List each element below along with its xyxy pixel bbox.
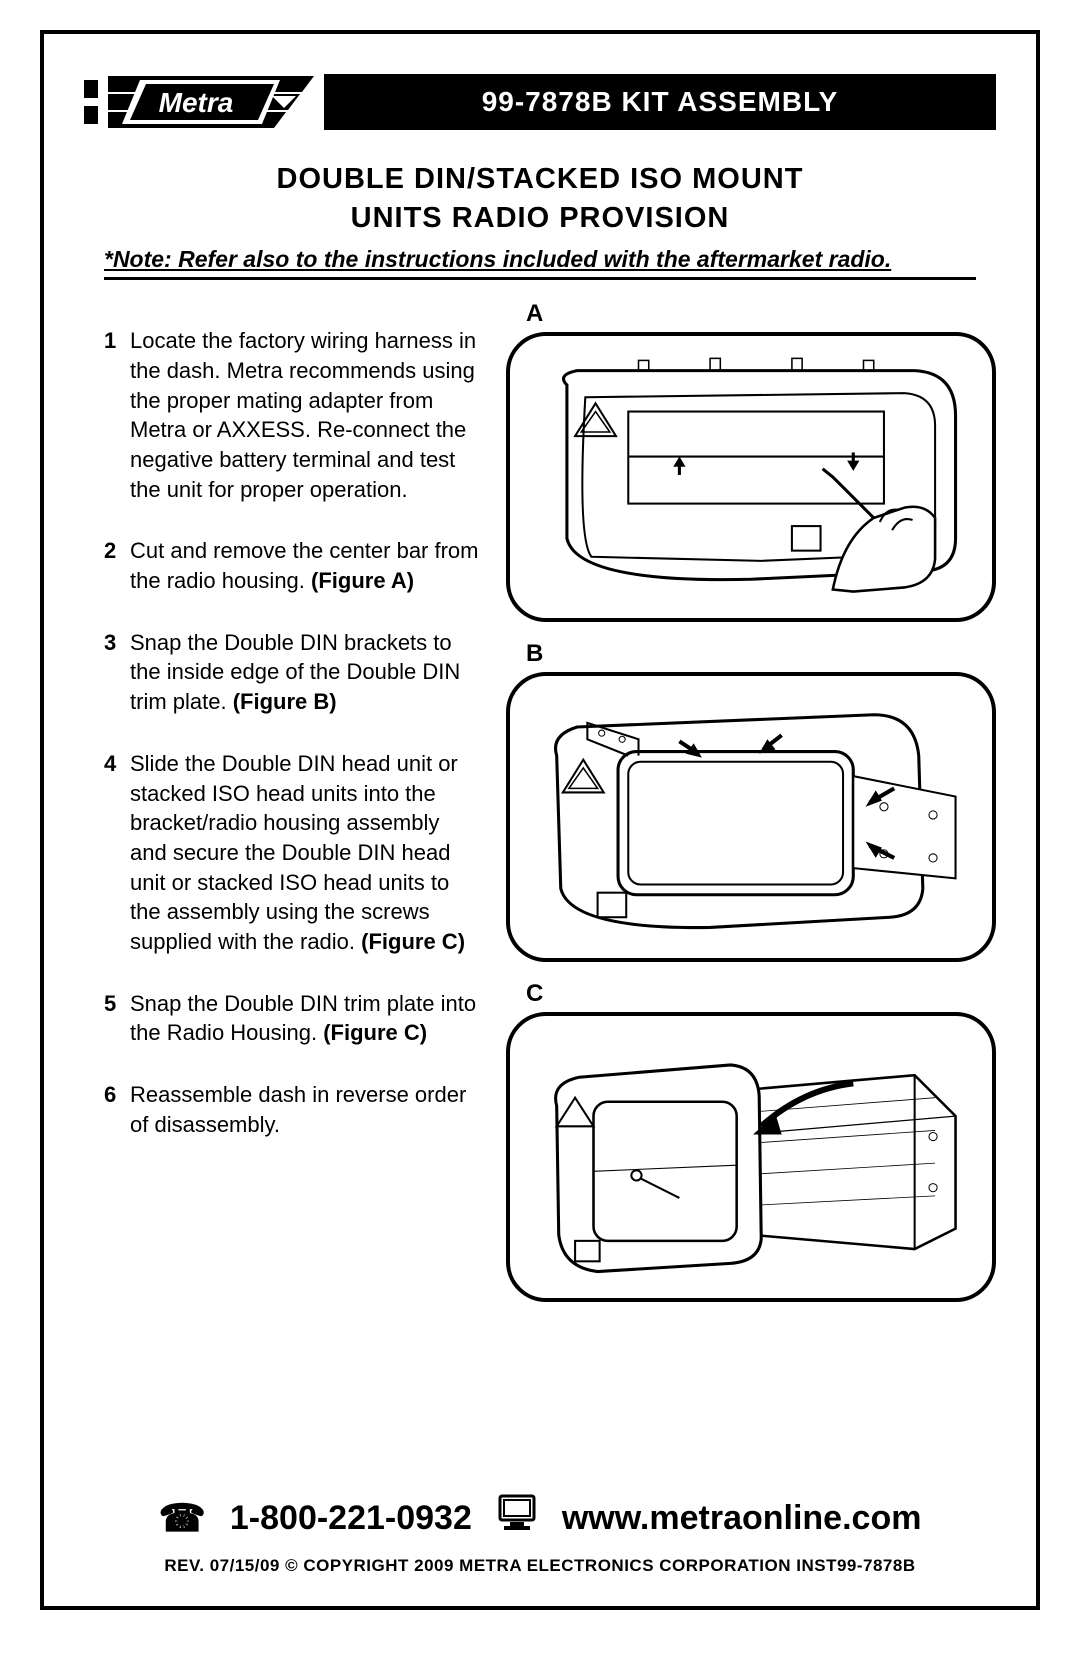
figure-b-illustration (506, 672, 996, 962)
page-frame: Metra 99-7878B KIT ASSEMBLY DOUBLE DIN/S… (40, 30, 1040, 1610)
figure-a-illustration (506, 332, 996, 622)
step-text: Reassemble dash in reverse order of disa… (130, 1080, 482, 1139)
step-number: 4 (104, 749, 130, 957)
step-item: 4 Slide the Double DIN head unit or stac… (104, 749, 482, 957)
step-item: 3 Snap the Double DIN brackets to the in… (104, 628, 482, 717)
figure-ref: (Figure A) (311, 568, 414, 593)
step-number: 2 (104, 536, 130, 595)
step-text: Slide the Double DIN head unit or stacke… (130, 749, 482, 957)
section-title: DOUBLE DIN/STACKED ISO MOUNT UNITS RADIO… (84, 160, 996, 238)
figure-label-a: A (526, 300, 996, 328)
step-number: 1 (104, 326, 130, 504)
step-number: 6 (104, 1080, 130, 1139)
note-row: *Note: Refer also to the instructions in… (104, 246, 976, 280)
figure-ref: (Figure C) (323, 1020, 427, 1045)
figure-ref: (Figure C) (361, 929, 465, 954)
figure-c-illustration (506, 1012, 996, 1302)
figure-label-c: C (526, 980, 996, 1008)
section-title-line1: DOUBLE DIN/STACKED ISO MOUNT (277, 163, 804, 195)
step-text: Locate the factory wiring harness in the… (130, 326, 482, 504)
step-number: 5 (104, 989, 130, 1048)
step-number: 3 (104, 628, 130, 717)
step-text: Snap the Double DIN brackets to the insi… (130, 628, 482, 717)
contact-row: ☎ 1-800-221-0932 www.metraonline.com (84, 1494, 996, 1542)
phone-number: 1-800-221-0932 (230, 1499, 472, 1538)
figure-ref: (Figure B) (233, 689, 337, 714)
step-item: 5 Snap the Double DIN trim plate into th… (104, 989, 482, 1048)
svg-text:Metra: Metra (159, 87, 234, 118)
website-url: www.metraonline.com (562, 1499, 922, 1538)
section-title-line2: UNITS RADIO PROVISION (351, 202, 730, 234)
copyright-line: REV. 07/15/09 © COPYRIGHT 2009 METRA ELE… (84, 1556, 996, 1576)
kit-title-bar: 99-7878B KIT ASSEMBLY (324, 74, 996, 130)
figure-label-b: B (526, 640, 996, 668)
step-text: Cut and remove the center bar from the r… (130, 536, 482, 595)
step-item: 1 Locate the factory wiring harness in t… (104, 326, 482, 504)
computer-icon (496, 1494, 538, 1542)
phone-icon: ☎ (159, 1496, 206, 1541)
note-text: *Note: Refer also to the instructions in… (104, 246, 891, 272)
step-item: 6 Reassemble dash in reverse order of di… (104, 1080, 482, 1139)
page-footer: ☎ 1-800-221-0932 www.metraonline.com REV… (44, 1494, 1036, 1606)
metra-logo: Metra (84, 74, 324, 130)
content-area: 1 Locate the factory wiring harness in t… (104, 300, 996, 1320)
step-item: 2 Cut and remove the center bar from the… (104, 536, 482, 595)
steps-column: 1 Locate the factory wiring harness in t… (104, 300, 482, 1320)
header-banner: Metra 99-7878B KIT ASSEMBLY (84, 74, 996, 130)
step-text: Snap the Double DIN trim plate into the … (130, 989, 482, 1048)
figures-column: A (506, 300, 996, 1320)
